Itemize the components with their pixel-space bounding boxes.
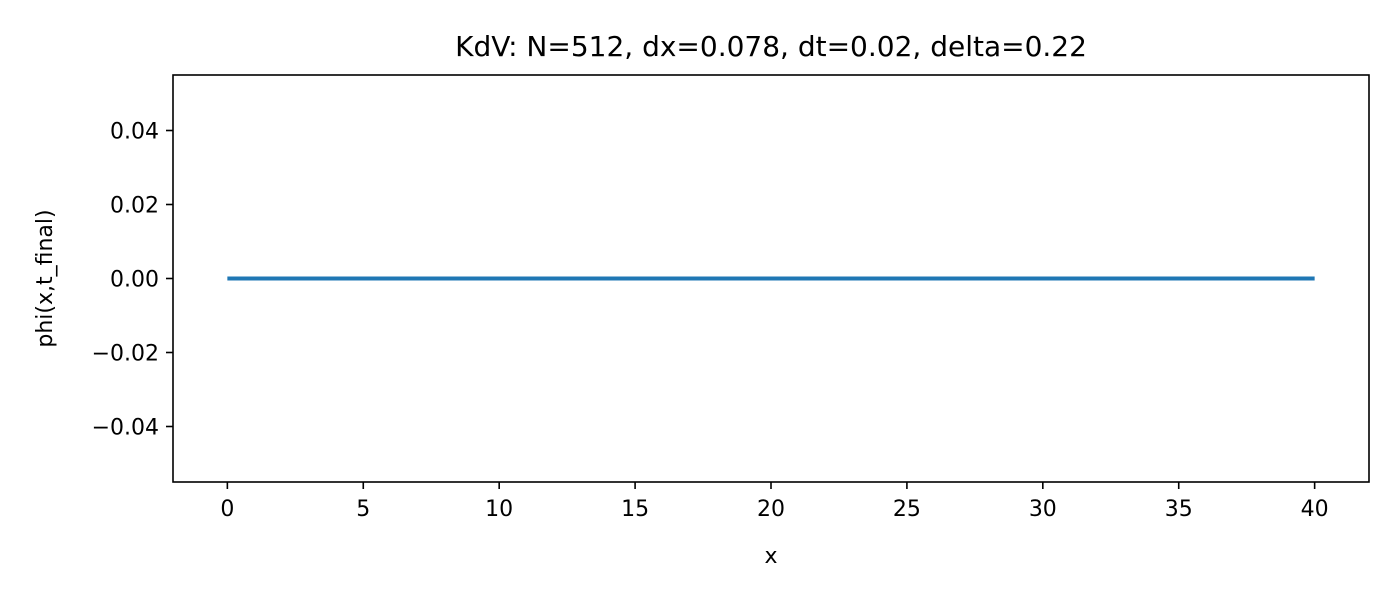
x-axis-ticks: 0 5 10 15 20 25 30 35 40 [220,482,1329,522]
x-tick-label: 30 [1029,497,1057,522]
x-tick-label: 15 [621,497,649,522]
x-tick-label: 35 [1165,497,1193,522]
x-tick-label: 5 [356,497,370,522]
y-axis-ticks: 0.04 0.02 0.00 −0.02 −0.04 [92,120,173,441]
x-tick-label: 0 [220,497,234,522]
y-tick-label: 0.00 [110,268,159,293]
x-tick-label: 10 [485,497,513,522]
x-tick-label: 25 [893,497,921,522]
x-tick-label: 40 [1301,497,1329,522]
y-tick-label: 0.02 [110,194,159,219]
chart-title: KdV: N=512, dx=0.078, dt=0.02, delta=0.2… [455,30,1087,63]
y-axis-label: phi(x,t_final) [33,209,58,347]
y-tick-label: −0.04 [92,416,159,441]
y-tick-label: 0.04 [110,120,159,145]
x-tick-label: 20 [757,497,785,522]
y-tick-label: −0.02 [92,342,159,367]
x-axis-label: x [764,544,777,569]
